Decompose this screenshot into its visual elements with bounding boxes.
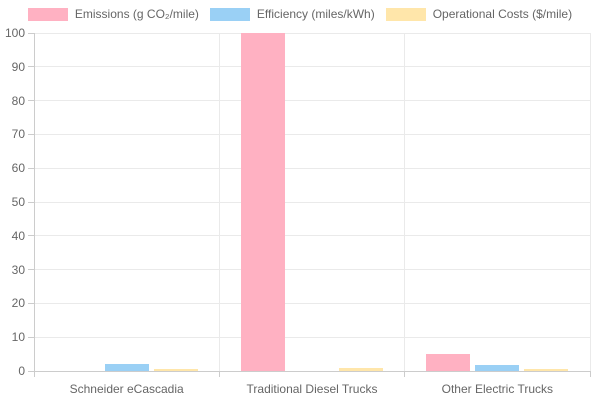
x-axis-label-schneider-ecascadia: Schneider eCascadia — [69, 382, 184, 396]
bar-efficiency-other-electric-trucks — [475, 365, 520, 371]
legend-label-operational-costs: Operational Costs ($/mile) — [432, 7, 573, 21]
y-axis-tick — [28, 133, 34, 135]
x-axis-tick — [589, 371, 591, 377]
legend-swatch-efficiency — [209, 7, 250, 21]
y-axis-tick — [28, 100, 34, 102]
x-axis-tick — [218, 371, 220, 377]
gridline-horizontal — [34, 66, 590, 68]
gridline-horizontal — [34, 370, 590, 372]
gridline-vertical — [589, 33, 591, 371]
y-axis-tick — [28, 167, 34, 169]
y-axis-tick-label: 60 — [11, 161, 25, 176]
y-axis-tick — [28, 32, 34, 34]
gridline-horizontal — [34, 201, 590, 203]
bar-operational-costs-schneider-ecascadia — [153, 368, 198, 371]
y-axis-tick — [28, 336, 34, 338]
gridline-vertical — [218, 33, 220, 371]
legend-swatch-emissions — [27, 7, 68, 21]
legend-label-efficiency: Efficiency (miles/kWh) — [256, 7, 375, 21]
gridline-vertical — [404, 33, 406, 371]
y-axis-tick-label: 50 — [11, 195, 25, 209]
bar-emissions-traditional-diesel-trucks — [241, 33, 285, 371]
gridline-horizontal — [34, 133, 590, 135]
bar-emissions-other-electric-trucks — [426, 354, 471, 371]
legend-item-emissions[interactable]: Emissions (g CO₂/mile) — [27, 7, 199, 21]
y-axis-tick — [28, 302, 34, 304]
legend-label-emissions: Emissions (g CO₂/mile) — [74, 7, 199, 21]
y-axis-tick-label: 100 — [4, 26, 25, 40]
y-axis-tick — [28, 370, 34, 372]
gridline-horizontal — [34, 32, 590, 34]
bar-operational-costs-traditional-diesel-trucks — [339, 367, 383, 371]
gridline-horizontal — [34, 336, 590, 338]
x-axis-tick — [33, 371, 35, 377]
y-axis-tick — [28, 201, 34, 203]
gridline-horizontal — [34, 269, 590, 271]
y-axis-tick-label: 70 — [11, 127, 25, 142]
bar-operational-costs-other-electric-trucks — [524, 369, 569, 371]
x-axis-tick — [404, 371, 406, 377]
gridline-horizontal — [34, 167, 590, 169]
legend-swatch-operational-costs — [385, 7, 426, 21]
legend-item-operational-costs[interactable]: Operational Costs ($/mile) — [385, 7, 573, 21]
bar-efficiency-schneider-ecascadia — [104, 363, 149, 371]
gridline-horizontal — [34, 100, 590, 102]
y-axis-tick — [28, 66, 34, 68]
legend-item-efficiency[interactable]: Efficiency (miles/kWh) — [209, 7, 375, 21]
gridline-horizontal — [34, 235, 590, 237]
y-axis-tick-label: 90 — [11, 59, 25, 74]
y-axis-tick-label: 40 — [11, 228, 25, 243]
y-axis-tick — [28, 269, 34, 271]
y-axis-tick — [28, 235, 34, 237]
y-axis-tick-label: 30 — [11, 262, 25, 277]
x-axis-label-traditional-diesel-trucks: Traditional Diesel Trucks — [246, 382, 378, 396]
y-axis-tick-label: 0 — [18, 364, 25, 378]
y-axis-tick-label: 10 — [11, 330, 25, 345]
chart-legend: Emissions (g CO₂/mile) Efficiency (miles… — [0, 7, 600, 21]
x-axis-label-other-electric-trucks: Other Electric Trucks — [441, 382, 553, 396]
y-axis-tick-label: 20 — [11, 296, 25, 311]
y-axis-line — [33, 33, 35, 371]
y-axis-tick-label: 80 — [11, 93, 25, 108]
gridline-horizontal — [34, 302, 590, 304]
